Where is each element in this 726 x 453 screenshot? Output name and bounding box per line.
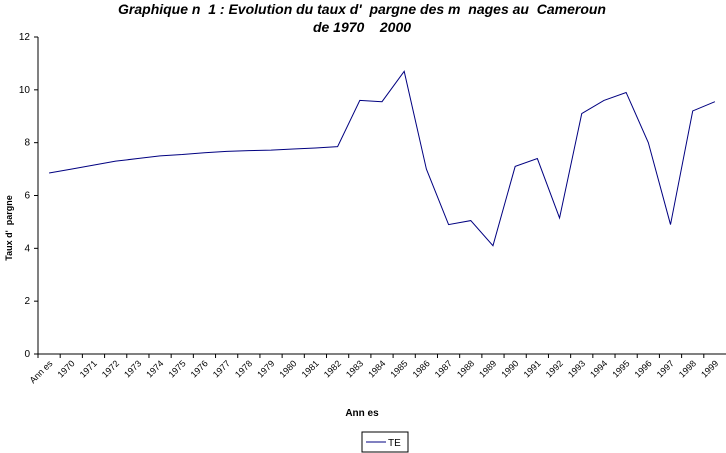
y-axis-label: Taux d' pargne <box>4 195 14 260</box>
x-tick-label: 1976 <box>189 358 210 379</box>
x-tick-label: 1984 <box>366 358 387 379</box>
x-tick-label: 1978 <box>233 358 254 379</box>
x-tick-label: 1987 <box>433 358 454 379</box>
x-tick-label: 1998 <box>677 358 698 379</box>
y-tick-label: 12 <box>19 32 31 43</box>
x-tick-label: 1979 <box>255 358 276 379</box>
x-tick-label: 1977 <box>211 358 232 379</box>
x-tick-label: 1982 <box>322 358 343 379</box>
x-tick-label: 1974 <box>144 358 165 379</box>
x-tick-label: 1973 <box>122 358 143 379</box>
y-tick-label: 0 <box>24 349 30 360</box>
y-tick-label: 8 <box>24 138 30 149</box>
x-tick-label: 1999 <box>699 358 720 379</box>
y-tick-label: 4 <box>24 243 30 254</box>
y-tick-label: 2 <box>24 296 30 307</box>
data-line <box>49 70 716 247</box>
x-tick-label: 1994 <box>588 358 609 379</box>
x-tick-label: 1992 <box>544 358 565 379</box>
x-tick-label: 1981 <box>300 358 321 379</box>
x-tick-label: 1980 <box>277 358 298 379</box>
legend-label: TE <box>388 438 401 449</box>
x-tick-label: 1971 <box>78 358 99 379</box>
y-tick-label: 10 <box>19 85 31 96</box>
x-tick-label: 1991 <box>522 358 543 379</box>
x-tick-label: 1975 <box>166 358 187 379</box>
x-tick-label: 1989 <box>477 358 498 379</box>
x-tick-label: 1993 <box>566 358 587 379</box>
x-tick-label: 1983 <box>344 358 365 379</box>
x-tick-label: 1972 <box>100 358 121 379</box>
x-tick-label: 1990 <box>499 358 520 379</box>
x-tick-label: Ann es <box>28 358 55 385</box>
x-tick-label: 1986 <box>411 358 432 379</box>
x-tick-label: 1985 <box>388 358 409 379</box>
y-tick-label: 6 <box>24 191 30 202</box>
x-tick-label: 1996 <box>633 358 654 379</box>
chart-title: Graphique n 1 : Evolution du taux d' par… <box>118 1 606 17</box>
x-tick-label: 1995 <box>610 358 631 379</box>
x-tick-label: 1997 <box>655 358 676 379</box>
chart-title: de 1970 2000 <box>313 19 411 35</box>
x-tick-label: 1988 <box>455 358 476 379</box>
x-tick-label: 1970 <box>55 358 76 379</box>
x-axis-label: Ann es <box>345 408 379 419</box>
